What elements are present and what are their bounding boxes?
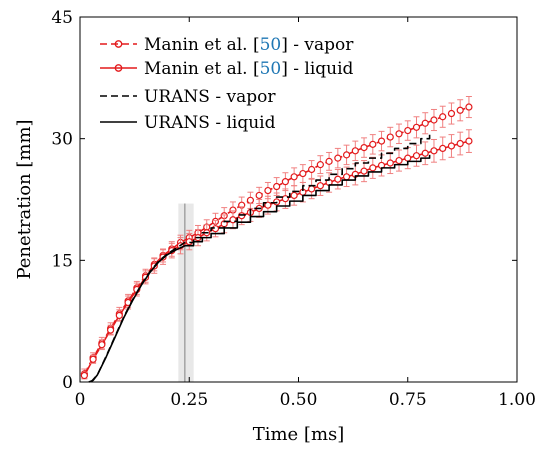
legend: Manin et al. [50] - vapor Manin et al. [… xyxy=(100,35,354,133)
data-point xyxy=(412,152,421,160)
data-point xyxy=(98,341,106,349)
legend-citation-ref[interactable]: 50 xyxy=(260,35,282,55)
legend-label-urans-liquid: URANS - liquid xyxy=(144,113,276,133)
data-point xyxy=(465,103,473,111)
legend-label-suffix: ] - liquid xyxy=(281,59,353,79)
legend-label-urans-vapor: URANS - vapor xyxy=(144,87,276,107)
legend-label-manin-vapor: Manin et al. [50] - vapor xyxy=(144,35,354,55)
data-point xyxy=(281,195,289,203)
legend-entry-urans-vapor: URANS - vapor xyxy=(100,87,276,107)
data-point xyxy=(404,126,412,135)
data-point xyxy=(290,191,298,200)
y-tick-label: 45 xyxy=(51,8,73,28)
legend-marker-manin-liquid xyxy=(114,64,123,72)
data-point xyxy=(360,143,368,152)
data-point xyxy=(185,238,193,246)
data-point xyxy=(395,130,403,138)
data-point xyxy=(439,144,447,152)
data-point xyxy=(334,154,342,162)
series-1 xyxy=(80,129,473,380)
data-point xyxy=(456,139,464,148)
data-point xyxy=(106,326,115,334)
legend-label-prefix: Manin et al. [ xyxy=(144,35,260,55)
data-point xyxy=(404,154,412,162)
data-point xyxy=(264,186,272,195)
series-line xyxy=(88,154,431,383)
data-point xyxy=(465,137,473,145)
series-0 xyxy=(80,95,473,380)
data-point xyxy=(360,167,368,175)
data-point xyxy=(342,173,351,181)
data-point xyxy=(80,371,88,380)
data-point xyxy=(264,201,272,209)
legend-entry-manin-vapor: Manin et al. [50] - vapor xyxy=(100,35,354,55)
data-point xyxy=(430,147,438,155)
series-3 xyxy=(88,154,431,383)
legend-label-prefix: Manin et al. [ xyxy=(144,59,260,79)
data-point xyxy=(308,165,316,174)
data-point xyxy=(211,225,220,233)
data-point xyxy=(273,182,281,191)
data-point xyxy=(430,116,438,124)
y-tick-label: 0 xyxy=(62,373,73,393)
data-point xyxy=(377,137,386,145)
series-line xyxy=(83,140,470,376)
data-point xyxy=(395,156,403,165)
x-tick-label: 0.50 xyxy=(280,390,318,410)
data-point xyxy=(246,196,255,204)
data-point xyxy=(386,159,394,167)
x-axis-label: Time [ms] xyxy=(253,424,345,445)
data-point xyxy=(439,113,447,121)
data-point xyxy=(238,212,246,220)
data-point xyxy=(342,151,351,159)
data-point xyxy=(334,175,342,183)
legend-entry-manin-liquid: Manin et al. [50] - liquid xyxy=(100,59,354,79)
x-tick-label: 0 xyxy=(75,390,86,410)
data-point xyxy=(447,142,456,150)
data-point xyxy=(421,119,429,127)
legend-marker-manin-vapor xyxy=(114,40,123,48)
legend-label-manin-liquid: Manin et al. [50] - liquid xyxy=(144,59,354,79)
data-point xyxy=(299,169,307,178)
legend-label-suffix: ] - vapor xyxy=(281,35,354,55)
legend-entry-urans-liquid: URANS - liquid xyxy=(100,113,276,133)
data-point xyxy=(290,173,298,181)
data-point xyxy=(369,164,377,172)
data-point xyxy=(281,178,289,186)
x-tick-label: 1.00 xyxy=(498,390,536,410)
data-point xyxy=(412,123,421,131)
data-point xyxy=(325,157,333,165)
data-point xyxy=(115,311,123,320)
data-point xyxy=(255,191,263,200)
x-tick-label: 0.75 xyxy=(389,390,427,410)
y-tick-label: 30 xyxy=(51,130,73,150)
y-tick-label: 15 xyxy=(51,251,73,271)
series-line xyxy=(83,106,470,375)
data-point xyxy=(369,140,377,148)
data-point xyxy=(421,149,429,157)
data-point xyxy=(386,133,394,141)
data-point xyxy=(89,355,97,363)
y-axis-label: Penetration [mm] xyxy=(14,119,35,279)
data-point xyxy=(316,182,324,190)
data-point xyxy=(456,106,464,114)
data-point xyxy=(447,109,456,118)
x-tick-label: 0.25 xyxy=(170,390,208,410)
tick-layer: 0 0.25 0.50 0.75 1.00 0 15 30 45 xyxy=(51,8,536,410)
data-point xyxy=(308,185,316,193)
data-point xyxy=(316,161,324,169)
data-point xyxy=(351,147,359,155)
series-layer xyxy=(80,95,473,383)
legend-citation-ref[interactable]: 50 xyxy=(260,59,282,79)
